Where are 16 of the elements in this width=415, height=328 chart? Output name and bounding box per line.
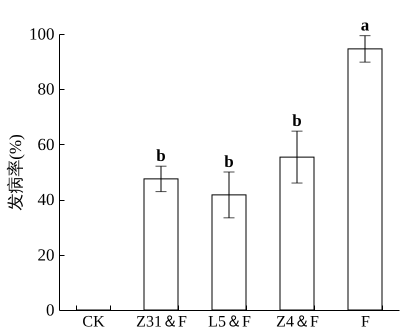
- y-tick-label: 20: [38, 245, 54, 264]
- y-tick-label: 40: [38, 190, 54, 210]
- x-tick-label: F: [361, 314, 370, 328]
- y-tick-label: 0: [46, 300, 54, 320]
- annotation: a: [360, 16, 370, 35]
- y-tick-label: 100: [29, 24, 54, 44]
- y-axis-title: 发病率(%): [6, 134, 25, 211]
- x-tick-label: CK: [82, 314, 106, 328]
- x-tick-label: L5＆F: [208, 314, 251, 328]
- x-tick-label: Z4＆F: [276, 314, 319, 328]
- y-tick-label: 80: [38, 80, 54, 99]
- annotation: b: [292, 111, 302, 130]
- x-tick-label: Z31＆F: [136, 314, 187, 328]
- annotation: b: [224, 152, 234, 171]
- y-tick-label: 60: [38, 134, 54, 154]
- annotation: b: [156, 146, 166, 166]
